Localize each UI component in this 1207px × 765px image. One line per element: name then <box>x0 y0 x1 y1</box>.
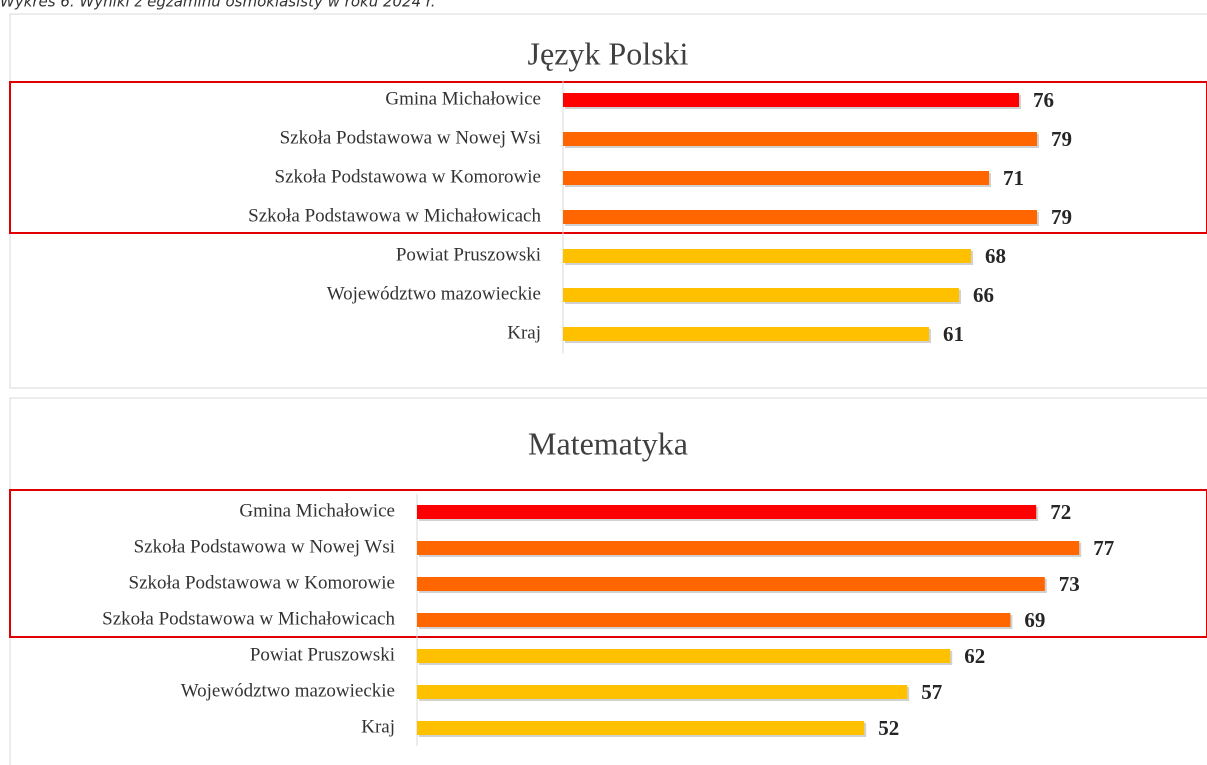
category-label: Kraj <box>507 322 541 343</box>
bar <box>417 505 1037 519</box>
value-label: 79 <box>1051 205 1072 229</box>
bar <box>417 577 1045 591</box>
category-label: Szkoła Podstawowa w Komorowie <box>275 166 542 187</box>
highlight-frame <box>9 489 1207 638</box>
category-label: Powiat Pruszowski <box>250 644 395 665</box>
category-label: Szkoła Podstawowa w Nowej Wsi <box>134 536 395 557</box>
value-label: 52 <box>878 716 899 740</box>
category-label: Województwo mazowieckie <box>327 283 541 304</box>
bar <box>563 288 959 302</box>
category-label: Szkoła Podstawowa w Michałowicach <box>248 205 541 226</box>
value-label: 61 <box>943 322 964 346</box>
value-label: 77 <box>1093 536 1114 560</box>
chart-title: Język Polski <box>528 35 689 71</box>
category-label: Szkoła Podstawowa w Komorowie <box>129 572 396 593</box>
bar <box>563 210 1037 224</box>
value-label: 69 <box>1024 608 1045 632</box>
value-label: 73 <box>1059 572 1080 596</box>
category-label: Szkoła Podstawowa w Nowej Wsi <box>280 127 541 148</box>
caption: Wykres 6. Wyniki z egzaminu ósmoklasisty… <box>0 0 435 11</box>
bar <box>563 249 971 263</box>
value-label: 57 <box>921 680 942 704</box>
category-label: Powiat Pruszowski <box>396 244 541 265</box>
bar <box>417 541 1080 555</box>
category-label: Województwo mazowieckie <box>181 680 395 701</box>
category-label: Gmina Michałowice <box>239 500 395 521</box>
bar <box>417 649 951 663</box>
chart-title: Matematyka <box>528 425 688 461</box>
bar <box>563 327 929 341</box>
value-label: 72 <box>1050 500 1071 524</box>
category-label: Szkoła Podstawowa w Michałowicach <box>102 608 395 629</box>
value-label: 66 <box>973 283 994 307</box>
value-label: 79 <box>1051 127 1072 151</box>
bar <box>563 132 1037 146</box>
bar <box>417 721 865 735</box>
value-label: 68 <box>985 244 1006 268</box>
value-label: 76 <box>1033 88 1054 112</box>
value-label: 71 <box>1003 166 1024 190</box>
highlight-frame <box>9 81 1207 234</box>
bar <box>563 93 1019 107</box>
bar <box>417 613 1011 627</box>
bar <box>563 171 989 185</box>
bar <box>417 685 908 699</box>
category-label: Kraj <box>361 716 395 737</box>
category-label: Gmina Michałowice <box>385 88 541 109</box>
value-label: 62 <box>964 644 985 668</box>
